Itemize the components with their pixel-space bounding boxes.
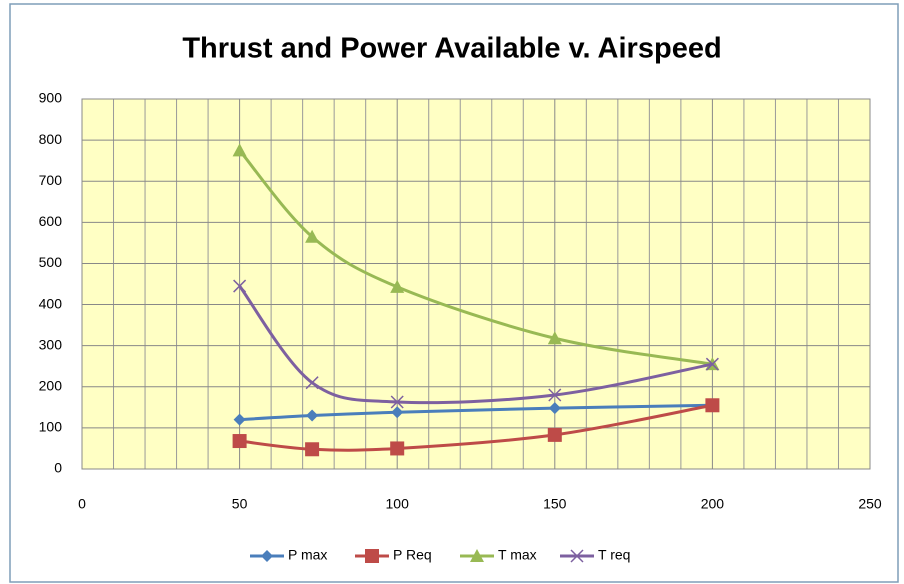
marker (705, 398, 720, 413)
marker (548, 388, 562, 402)
legend-label: T max (498, 547, 537, 563)
legend-label: P max (288, 547, 327, 563)
marker (548, 402, 561, 415)
x-tick-label: 150 (543, 496, 567, 512)
marker (390, 395, 404, 409)
marker (305, 442, 320, 457)
marker (233, 279, 247, 293)
marker (547, 331, 562, 345)
y-tick-label: 600 (39, 213, 63, 229)
y-tick-label: 100 (39, 419, 63, 435)
marker (365, 549, 379, 563)
y-tick-label: 900 (39, 90, 63, 106)
marker (547, 427, 562, 442)
marker (305, 229, 320, 243)
series-line (239, 403, 713, 452)
marker (390, 279, 405, 293)
x-tick-label: 100 (386, 496, 410, 512)
marker (391, 406, 404, 419)
y-tick-label: 300 (39, 336, 63, 352)
y-tick-label: 0 (54, 460, 62, 476)
marker (306, 409, 319, 422)
legend-label: P Req (393, 547, 432, 563)
legend-label: T req (598, 547, 630, 563)
marker (390, 441, 405, 456)
marker (232, 143, 247, 157)
marker (233, 413, 246, 426)
marker (705, 357, 719, 371)
y-tick-label: 200 (39, 377, 63, 393)
marker (470, 549, 484, 562)
marker (305, 376, 319, 390)
x-tick-label: 200 (701, 496, 725, 512)
x-tick-label: 50 (232, 496, 248, 512)
plot-area (81, 98, 871, 470)
y-tick-label: 700 (39, 172, 63, 188)
series-line (239, 403, 713, 422)
marker (570, 549, 584, 563)
series-line (238, 149, 713, 366)
x-tick-label: 0 (78, 496, 86, 512)
series-line (238, 285, 713, 405)
y-tick-label: 800 (39, 131, 63, 147)
marker (232, 434, 247, 449)
chart-title: Thrust and Power Available v. Airspeed (182, 33, 721, 65)
y-tick-label: 500 (39, 254, 63, 270)
y-tick-label: 400 (39, 295, 63, 311)
x-tick-label: 250 (858, 496, 882, 512)
marker (261, 550, 273, 562)
